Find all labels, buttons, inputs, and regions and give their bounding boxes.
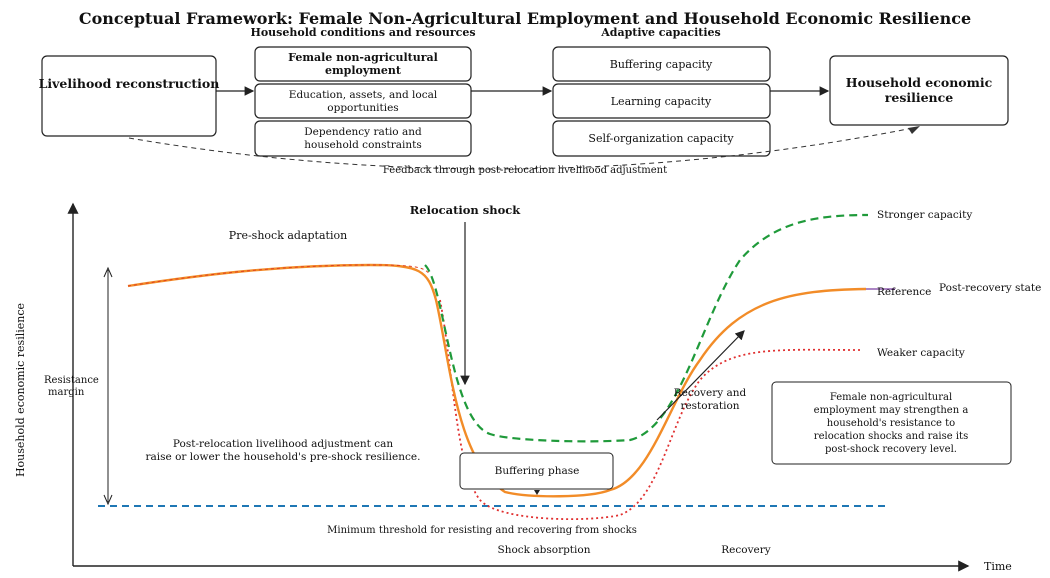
box-female-line2: employment [325, 64, 402, 77]
phase-recovery: Recovery [721, 544, 770, 556]
pre-shock-label: Pre-shock adaptation [229, 229, 347, 242]
x-axis-label: Time [984, 560, 1012, 573]
page-title: Conceptual Framework: Female Non-Agricul… [79, 9, 971, 28]
box-outcome-line2: resilience [885, 90, 953, 105]
box-buffering-label: Buffering capacity [610, 58, 713, 71]
note-line3: household's resistance to [827, 418, 955, 429]
legend-weaker: Weaker capacity [877, 347, 965, 359]
y-axis-label: Household economic resilience [14, 303, 27, 477]
recovery-label-line2: restoration [680, 400, 739, 412]
resistance-margin-line1: Resistance [44, 375, 99, 386]
box-livelihood-label: Livelihood reconstruction [39, 76, 220, 91]
box-female-line1: Female non-agricultural [288, 51, 438, 64]
box-education-line1: Education, assets, and local [289, 89, 438, 101]
box-education-assets: Education, assets, and local opportuniti… [254, 83, 472, 119]
resistance-margin-bottom-arrow [103, 494, 113, 506]
box-female-employment: Female non-agricultural employment [254, 46, 472, 82]
box-outcome-line1: Household economic [846, 75, 993, 90]
legend-reference: Reference [877, 286, 931, 298]
box-livelihood-reconstruction: Livelihood reconstruction [39, 55, 220, 137]
feedback-curve [128, 126, 919, 170]
resistance-margin-top-arrow [103, 266, 113, 278]
legend-post-recovery: Post-recovery state [939, 282, 1041, 294]
note-line5: post-shock recovery level. [825, 444, 957, 455]
box-education-line2: opportunities [327, 102, 398, 114]
note-line2: employment may strengthen a [814, 405, 969, 416]
legend-stronger: Stronger capacity [877, 209, 972, 221]
feedback-arrowhead [908, 126, 920, 134]
box-dependency-ratio: Dependency ratio and household constrain… [254, 120, 472, 157]
adjustment-note-line1: Post-relocation livelihood adjustment ca… [173, 438, 393, 450]
buffering-phase-pointer [534, 490, 540, 495]
series-reference-pre-edge [127, 264, 431, 287]
note-line1: Female non-agricultural [830, 392, 952, 403]
group-header-conditions: Household conditions and resources [250, 26, 475, 39]
threshold-label: Minimum threshold for resisting and reco… [327, 525, 637, 536]
box-learning-capacity: Learning capacity [552, 83, 771, 119]
box-dependency-line1: Dependency ratio and [304, 126, 422, 138]
resistance-margin-line2: margin [48, 387, 85, 398]
recovery-label-line1: Recovery and [674, 387, 747, 399]
adjustment-note-line2: raise or lower the household's pre-shock… [146, 451, 421, 463]
buffering-phase-label: Buffering phase [495, 465, 580, 477]
note-line4: relocation shocks and raise its [814, 431, 968, 442]
feedback-label: Feedback through post-relocation livelih… [383, 165, 667, 176]
series-stronger-capacity [424, 213, 869, 443]
group-header-capacities: Adaptive capacities [600, 26, 721, 39]
box-dependency-line2: household constraints [304, 139, 422, 151]
box-self-organization-label: Self-organization capacity [588, 132, 734, 145]
box-buffering-capacity: Buffering capacity [552, 46, 771, 82]
recovery-arrow [656, 330, 745, 421]
resilience-chart: Household economic resilience Time Resis… [14, 202, 1041, 573]
buffering-phase-box: Buffering phase [459, 452, 614, 495]
note-box: Female non-agricultural employment may s… [771, 381, 1012, 465]
box-self-organization-capacity: Self-organization capacity [552, 120, 771, 157]
box-learning-label: Learning capacity [611, 95, 712, 108]
series-weaker-capacity [439, 299, 861, 521]
relocation-shock-label: Relocation shock [410, 203, 522, 217]
phase-shock-absorption: Shock absorption [498, 544, 591, 556]
box-household-resilience: Household economic resilience [829, 55, 1009, 126]
